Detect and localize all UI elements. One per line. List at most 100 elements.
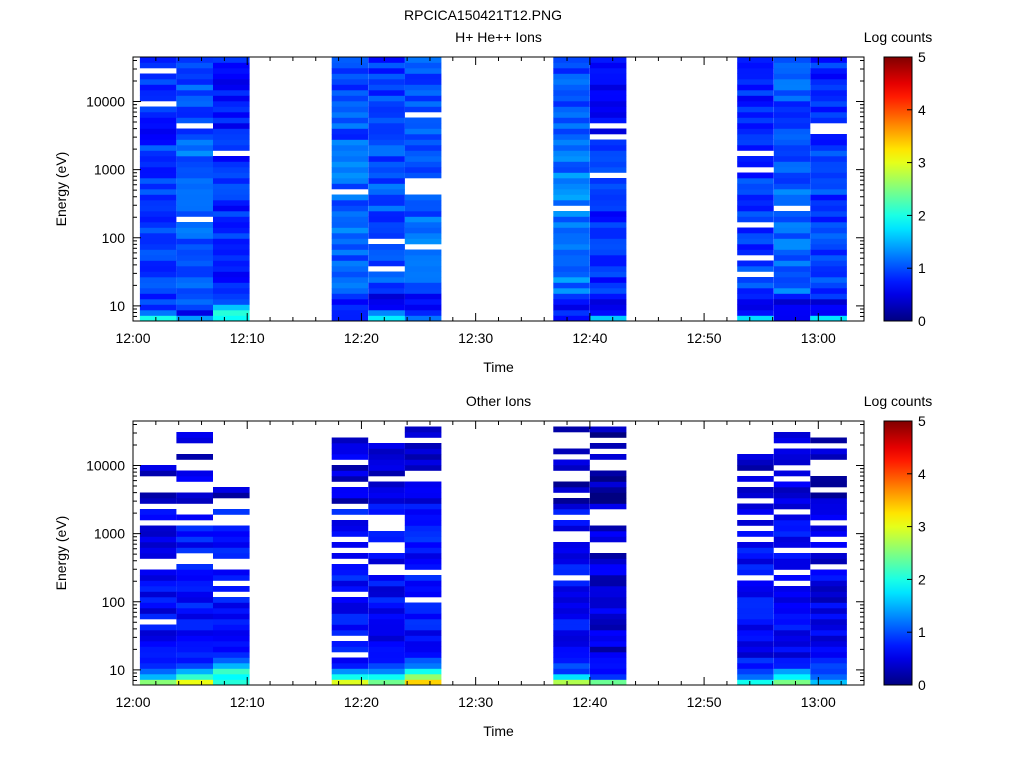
heatmap-cell — [404, 266, 442, 272]
heatmap-cell — [139, 553, 177, 559]
heatmap-cell — [589, 227, 627, 234]
heatmap-cell — [176, 635, 213, 642]
heatmap-cell — [331, 679, 369, 686]
heatmap-cell — [773, 591, 811, 598]
heatmap-cell — [176, 271, 213, 278]
heatmap-cell — [213, 178, 250, 184]
heatmap-cell — [368, 227, 405, 234]
heatmap-cell — [737, 531, 774, 537]
heatmap-cell — [773, 674, 811, 680]
heatmap-cell — [404, 315, 442, 322]
heatmap-cell — [331, 178, 369, 184]
heatmap-cell — [176, 310, 213, 316]
x-tick-label: 12:00 — [115, 330, 150, 346]
heatmap-cell — [737, 630, 774, 636]
heatmap-cell — [368, 211, 405, 217]
heatmap-cell — [404, 630, 442, 636]
heatmap-cell — [810, 310, 847, 316]
heatmap-cell — [404, 674, 442, 680]
heatmap-cell — [737, 597, 774, 603]
heatmap-cell — [773, 470, 811, 477]
heatmap-cell — [404, 211, 442, 217]
heatmap-cell — [810, 437, 847, 444]
heatmap-cell — [589, 498, 627, 504]
heatmap-cell — [139, 663, 177, 669]
heatmap-cell — [139, 310, 177, 316]
heatmap-cell — [589, 73, 627, 80]
heatmap-cell — [331, 123, 369, 129]
figure-title: RPCICA150421T12.PNG — [404, 7, 562, 23]
heatmap-cell — [553, 657, 590, 664]
x-tick-label: 12:10 — [230, 330, 265, 346]
heatmap-cell — [331, 277, 369, 283]
heatmap-cell — [737, 310, 774, 316]
heatmap-cell — [737, 128, 774, 135]
heatmap-cell — [331, 454, 369, 460]
heatmap-cell — [139, 211, 177, 217]
heatmap-cell — [331, 150, 369, 157]
heatmap-cell — [737, 282, 774, 289]
heatmap-cell — [737, 663, 774, 669]
heatmap-cell — [331, 57, 369, 63]
heatmap-cell — [139, 586, 177, 592]
heatmap-cell — [176, 619, 213, 625]
heatmap-cell — [773, 315, 811, 322]
y-tick-label: 10000 — [86, 94, 125, 110]
heatmap-cell — [773, 663, 811, 669]
heatmap-cell — [331, 288, 369, 294]
heatmap-cell — [773, 117, 811, 124]
heatmap-cell — [404, 575, 442, 581]
heatmap-cell — [176, 238, 213, 245]
heatmap-cell — [176, 492, 213, 499]
heatmap-cell — [368, 139, 405, 146]
heatmap-cell — [810, 216, 847, 223]
heatmap-cell — [139, 646, 177, 653]
x-tick-label: 12:00 — [115, 694, 150, 710]
heatmap-cell — [810, 73, 847, 80]
heatmap-cell — [331, 62, 369, 69]
heatmap-cell — [139, 657, 177, 664]
heatmap-cell — [368, 652, 405, 658]
heatmap-cell — [773, 542, 811, 548]
heatmap-cell — [331, 470, 369, 477]
heatmap-cell — [368, 315, 405, 322]
colorbar-tick-label: 5 — [918, 413, 926, 429]
heatmap-cell — [368, 150, 405, 157]
heatmap-cell — [213, 641, 250, 647]
heatmap-cell — [810, 62, 847, 69]
heatmap-cell — [176, 95, 213, 102]
heatmap-cell — [589, 293, 627, 300]
heatmap-cell — [737, 315, 774, 322]
heatmap-cell — [773, 635, 811, 642]
heatmap-cell — [139, 106, 177, 113]
heatmap-cell — [810, 68, 847, 74]
x-tick-label: 12:50 — [687, 694, 722, 710]
heatmap-cell — [773, 657, 811, 664]
heatmap-cell — [810, 514, 847, 521]
heatmap-cell — [404, 553, 442, 559]
heatmap-cell — [810, 90, 847, 96]
heatmap-cell — [176, 630, 213, 636]
heatmap-cell — [368, 57, 405, 63]
heatmap-cell — [737, 266, 774, 272]
heatmap-cell — [176, 178, 213, 184]
heatmap-cell — [213, 167, 250, 173]
heatmap-cell — [331, 487, 369, 493]
heatmap-cell — [589, 646, 627, 653]
heatmap-cell — [404, 79, 442, 85]
heatmap-cell — [176, 73, 213, 80]
heatmap-cell — [368, 591, 405, 598]
heatmap-cell — [176, 597, 213, 603]
heatmap-cell — [176, 602, 213, 609]
heatmap-cell — [176, 194, 213, 201]
heatmap-cell — [773, 183, 811, 190]
heatmap-cell — [213, 183, 250, 190]
heatmap-cell — [773, 95, 811, 102]
heatmap-cell — [213, 652, 250, 658]
heatmap-cell — [737, 509, 774, 515]
heatmap-cell — [139, 57, 177, 63]
heatmap-cell — [404, 531, 442, 537]
colorbar-gradient — [884, 421, 912, 685]
heatmap-cell — [213, 68, 250, 74]
heatmap-cell — [368, 183, 405, 190]
